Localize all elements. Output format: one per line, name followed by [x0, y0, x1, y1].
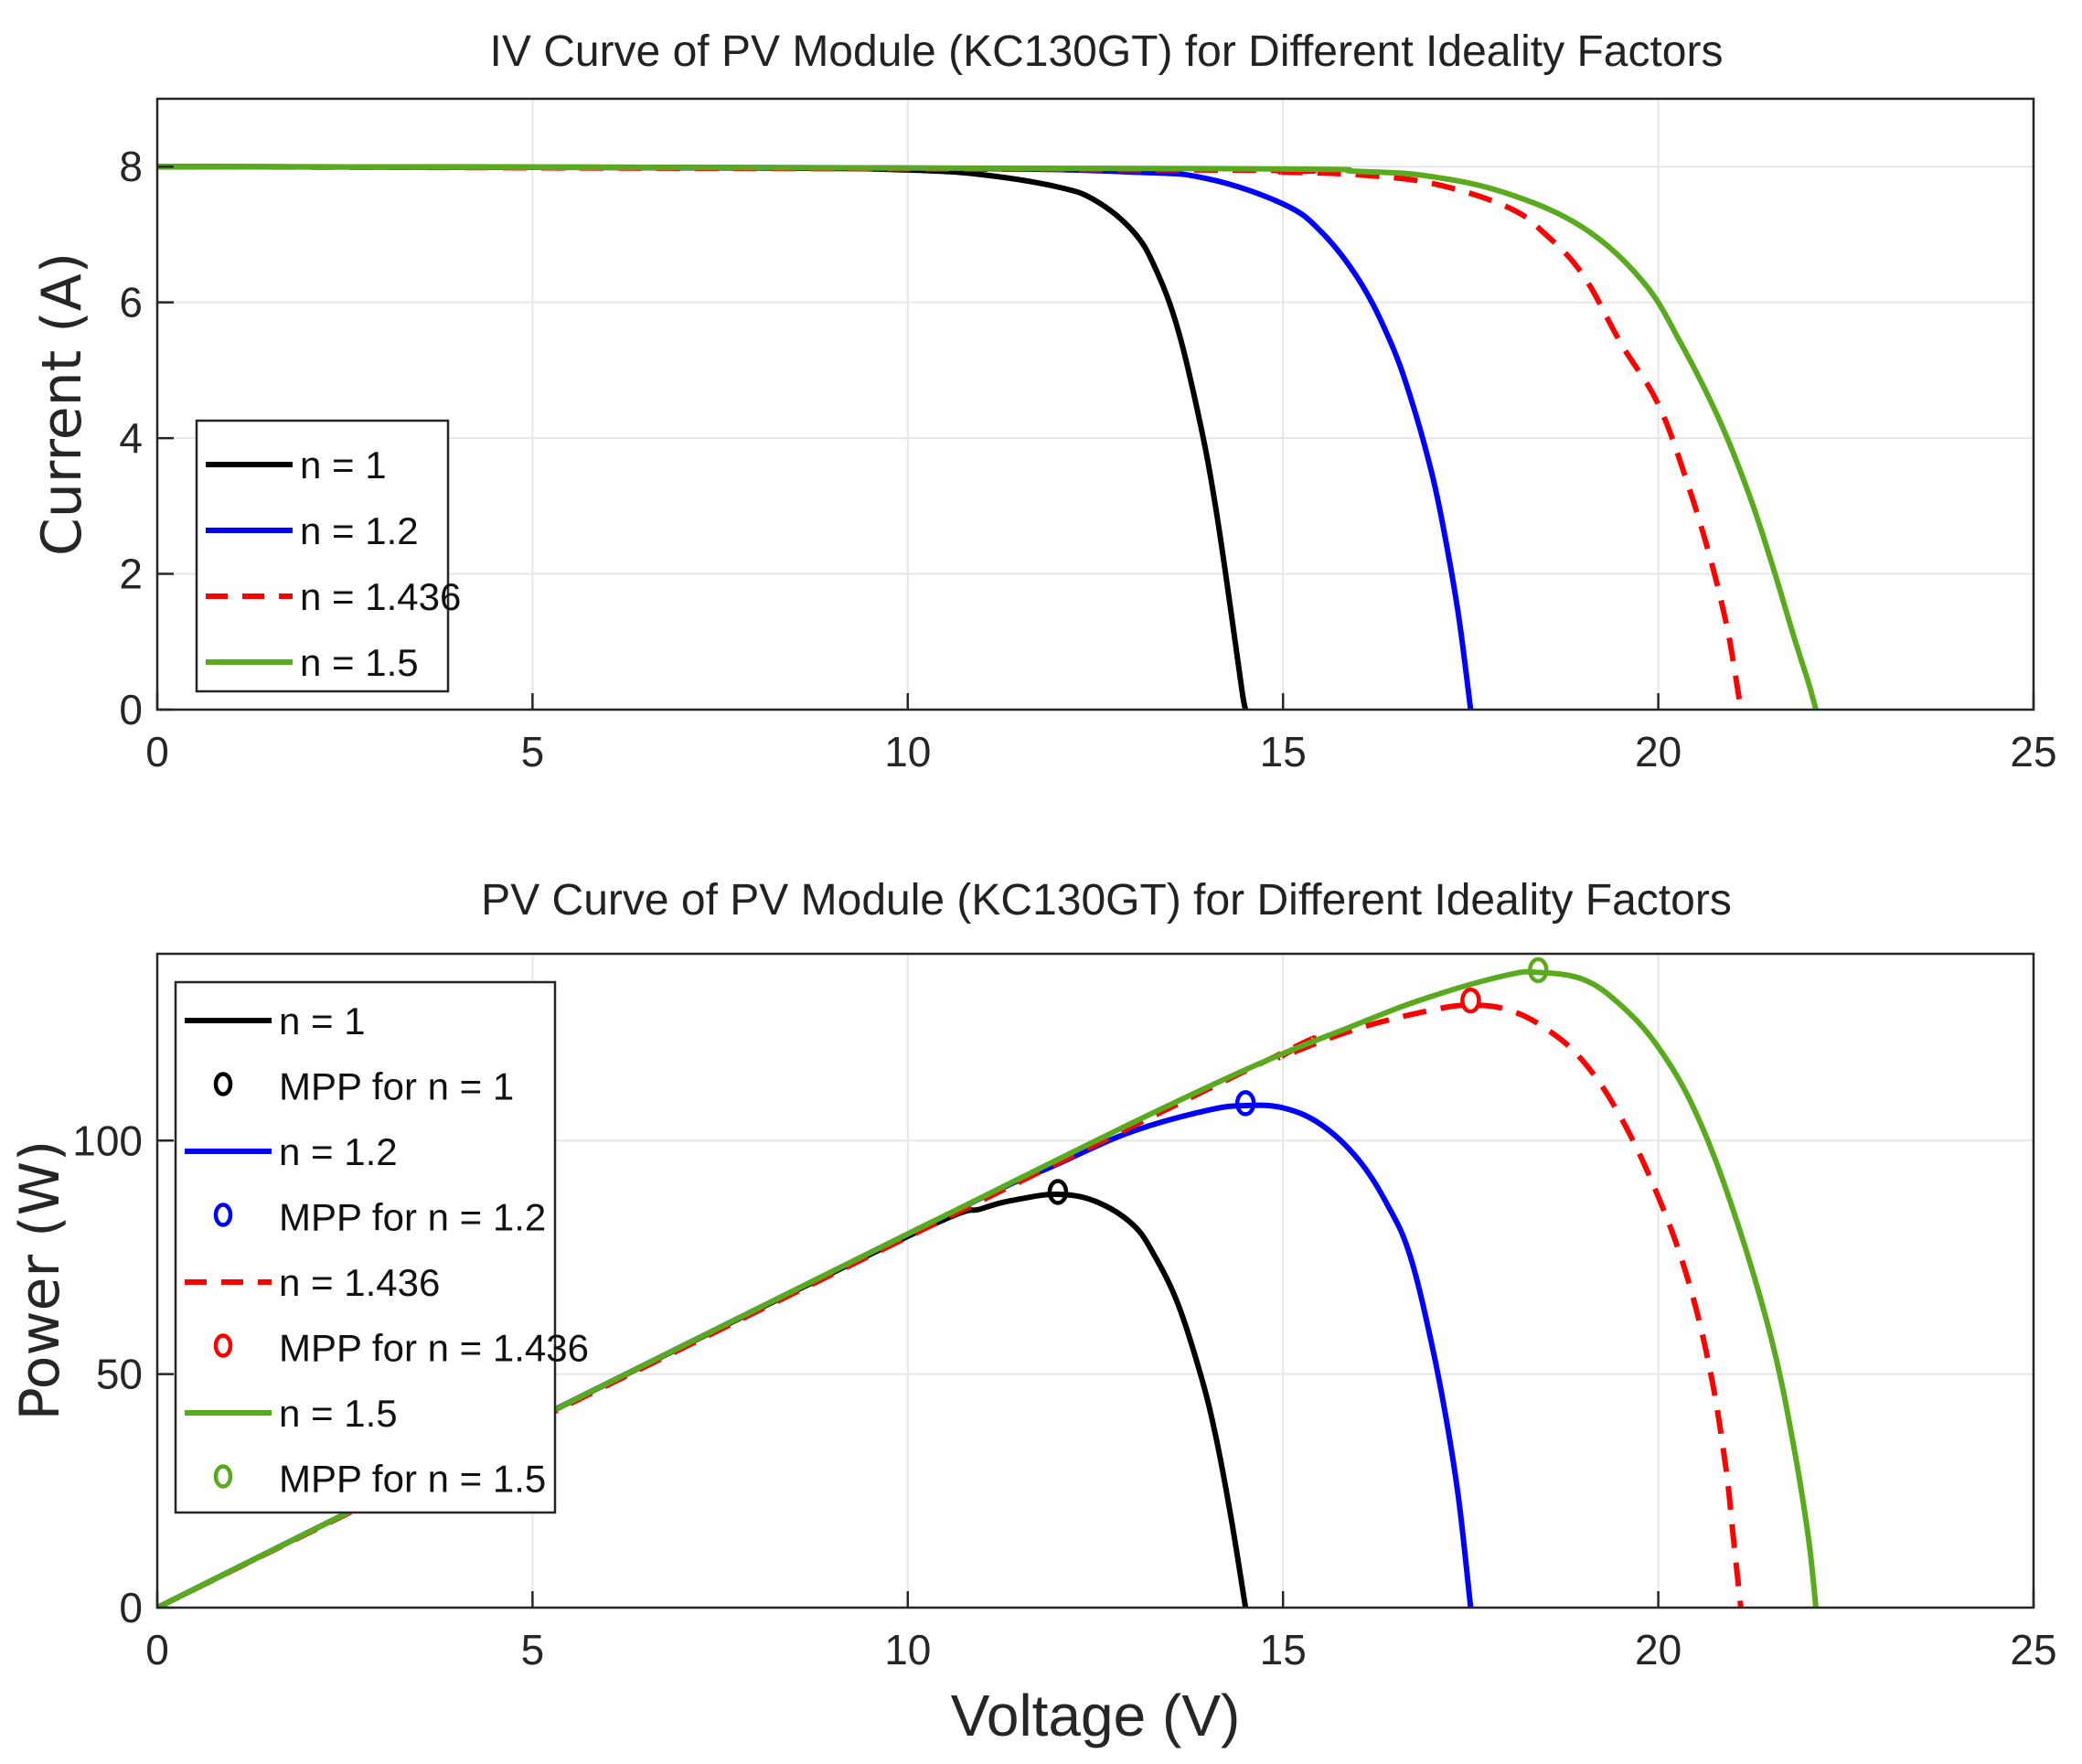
pv-y-tick-0: 0 [119, 1584, 143, 1631]
iv-chart: IV Curve of PV Module (KC130GT) for Diff… [30, 27, 2057, 775]
iv-y-tick-6: 6 [119, 279, 143, 326]
iv-y-tick-8: 8 [119, 143, 143, 190]
pv-legend-item-n-1-2: n = 1.2 [185, 1130, 398, 1173]
pv-legend-item-n-1-436: n = 1.436 [185, 1261, 440, 1304]
pv-x-tick-15: 15 [1260, 1626, 1307, 1673]
iv-legend-item-n-1: n = 1 [206, 444, 387, 486]
iv-legend-item-n-1-436: n = 1.436 [206, 575, 461, 618]
pv-y-tick-100: 100 [72, 1117, 143, 1164]
pv-legend-label-mpp-for-n-1: MPP for n = 1 [279, 1065, 514, 1108]
iv-legend-label-n-1: n = 1 [300, 444, 387, 486]
iv-series-line-n-1-436 [157, 164, 1744, 710]
pv-y-axis-label: Power (W) [8, 1140, 72, 1421]
pv-legend-item-mpp-for-n-1-2: MPP for n = 1.2 [213, 1196, 546, 1239]
pv-y-tick-50: 50 [96, 1351, 143, 1398]
iv-y-tick-2: 2 [119, 551, 143, 598]
iv-legend-label-n-1-5: n = 1.5 [300, 641, 419, 684]
pv-plot-area [157, 957, 1819, 1608]
iv-tick-labels: 0 5 10 15 20 25 0 2 4 6 8 [119, 143, 2056, 775]
pv-x-tick-5: 5 [521, 1626, 545, 1673]
iv-x-tick-5: 5 [521, 728, 545, 775]
iv-legend-item-n-1-5: n = 1.5 [206, 641, 419, 684]
pv-legend-swatch-mpp-for-n-1-436 [213, 1333, 233, 1358]
pv-mpp-marker-mpp-for-n-1 [1047, 1179, 1069, 1205]
pv-x-tick-20: 20 [1635, 1626, 1682, 1673]
iv-y-axis-label: Current (A) [30, 252, 94, 556]
iv-x-tick-20: 20 [1635, 728, 1682, 775]
pv-legend-item-mpp-for-n-1-436: MPP for n = 1.436 [213, 1327, 589, 1370]
iv-legend-item-n-1-2: n = 1.2 [206, 509, 419, 552]
pv-chart: PV Curve of PV Module (KC130GT) for Diff… [8, 876, 2057, 1748]
pv-x-tick-0: 0 [145, 1626, 169, 1673]
pv-legend-item-n-1: n = 1 [185, 1000, 366, 1042]
pv-mpp-marker-mpp-for-n-1-436 [1460, 987, 1481, 1014]
pv-legend-label-mpp-for-n-1-5: MPP for n = 1.5 [279, 1458, 546, 1501]
iv-series-layer [157, 164, 1819, 710]
pv-mpp-marker-mpp-for-n-1-5 [1528, 957, 1549, 984]
iv-x-tick-10: 10 [884, 728, 931, 775]
pv-legend-swatch-mpp-for-n-1 [213, 1072, 233, 1096]
iv-legend-label-n-1-436: n = 1.436 [300, 575, 461, 618]
pv-legend-label-n-1-5: n = 1.5 [279, 1392, 398, 1435]
pv-legend-label-n-1: n = 1 [279, 1000, 366, 1042]
iv-x-tick-15: 15 [1260, 728, 1307, 775]
iv-x-tick-25: 25 [2010, 728, 2056, 775]
pv-x-tick-10: 10 [884, 1626, 931, 1673]
pv-legend-item-n-1-5: n = 1.5 [185, 1392, 398, 1435]
iv-x-tick-0: 0 [145, 728, 169, 775]
pv-x-axis-label: Voltage (V) [951, 1683, 1241, 1748]
pv-legend-item-mpp-for-n-1: MPP for n = 1 [213, 1065, 514, 1108]
iv-series-line-n-1-5 [157, 164, 1819, 710]
pv-axes-box [155, 952, 2035, 1609]
iv-plot-area [157, 164, 1819, 710]
pv-x-tick-25: 25 [2010, 1626, 2056, 1673]
pv-legend-label-mpp-for-n-1-2: MPP for n = 1.2 [279, 1196, 546, 1239]
pv-series-line-n-1-5 [157, 968, 1819, 1608]
iv-legend-label-n-1-2: n = 1.2 [300, 509, 419, 552]
iv-y-tick-0: 0 [119, 686, 143, 733]
iv-legend: n = 1 n = 1.2 n = 1.436 n = 1.5 [195, 419, 461, 693]
pv-tick-labels: 0 5 10 15 20 25 0 50 100 [72, 1117, 2056, 1673]
pv-legend-label-n-1-2: n = 1.2 [279, 1130, 398, 1173]
pv-chart-title: PV Curve of PV Module (KC130GT) for Diff… [481, 876, 1732, 925]
pv-legend-label-mpp-for-n-1-436: MPP for n = 1.436 [279, 1327, 589, 1370]
pv-legend-box [174, 980, 557, 1514]
pv-legend-item-mpp-for-n-1-5: MPP for n = 1.5 [213, 1458, 546, 1501]
pv-legend-swatch-mpp-for-n-1-5 [213, 1464, 233, 1489]
iv-axes-box [155, 97, 2035, 711]
iv-y-tick-4: 4 [119, 414, 143, 462]
pv-legend-swatch-mpp-for-n-1-2 [213, 1203, 233, 1227]
pv-legend: n = 1 MPP for n = 1 n = 1.2 MPP for n = 1.2… [174, 980, 589, 1514]
iv-chart-title: IV Curve of PV Module (KC130GT) for Diff… [490, 27, 1724, 76]
pv-mpp-marker-mpp-for-n-1-2 [1234, 1090, 1256, 1117]
pv-series-layer [157, 968, 1819, 1608]
pv-legend-label-n-1-436: n = 1.436 [279, 1261, 440, 1304]
